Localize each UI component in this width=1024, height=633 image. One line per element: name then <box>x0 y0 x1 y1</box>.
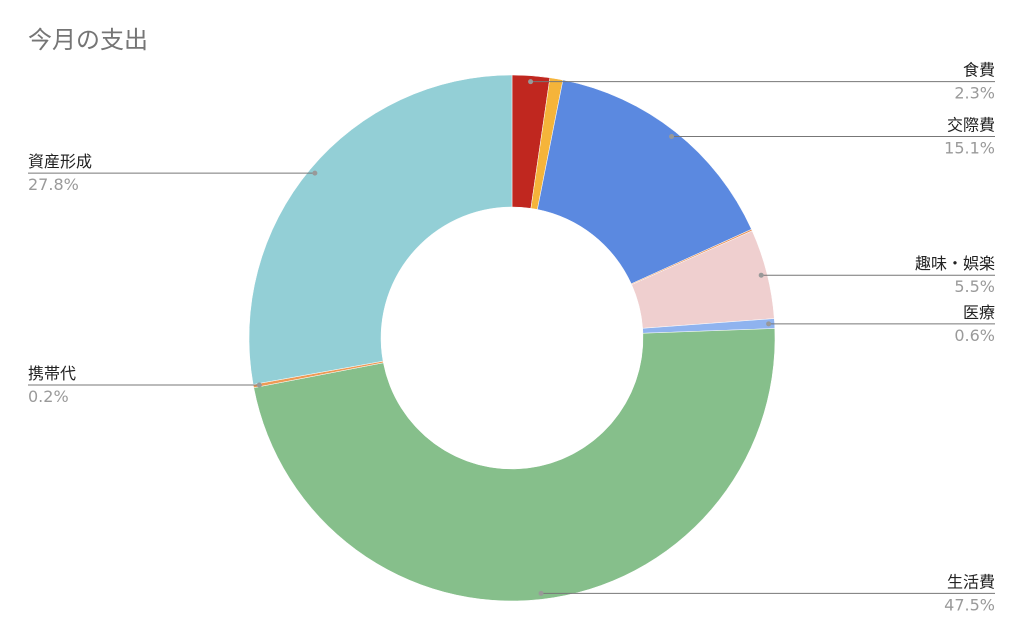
slice-label: 趣味・娯楽 <box>915 254 995 273</box>
leader-dot <box>256 382 262 388</box>
leader-dot <box>528 79 534 85</box>
donut-slice <box>248 74 513 385</box>
chart-title: 今月の支出 <box>28 26 148 54</box>
leader-dot <box>312 170 318 176</box>
slice-label: 資産形成 <box>28 152 92 171</box>
slice-value-label: 0.6% <box>954 326 995 345</box>
slice-label: 携帯代 <box>28 364 76 383</box>
leader-dot <box>669 134 675 140</box>
slice-label: 医療 <box>963 303 995 322</box>
slice-value-label: 0.2% <box>28 387 69 406</box>
leader-dot <box>758 272 764 278</box>
leader-dot <box>766 321 772 327</box>
slice-value-label: 5.5% <box>954 277 995 296</box>
leader-dot <box>538 590 544 596</box>
slice-label: 交際費 <box>947 116 995 135</box>
slice-value-label: 15.1% <box>944 139 995 158</box>
donut-slice <box>537 79 752 285</box>
slice-value-label: 2.3% <box>954 84 995 103</box>
donut-slice <box>253 328 776 602</box>
slice-value-label: 47.5% <box>944 595 995 614</box>
slice-label: 生活費 <box>947 572 995 591</box>
slice-label: 食費 <box>963 61 995 80</box>
slice-value-label: 27.8% <box>28 175 79 194</box>
